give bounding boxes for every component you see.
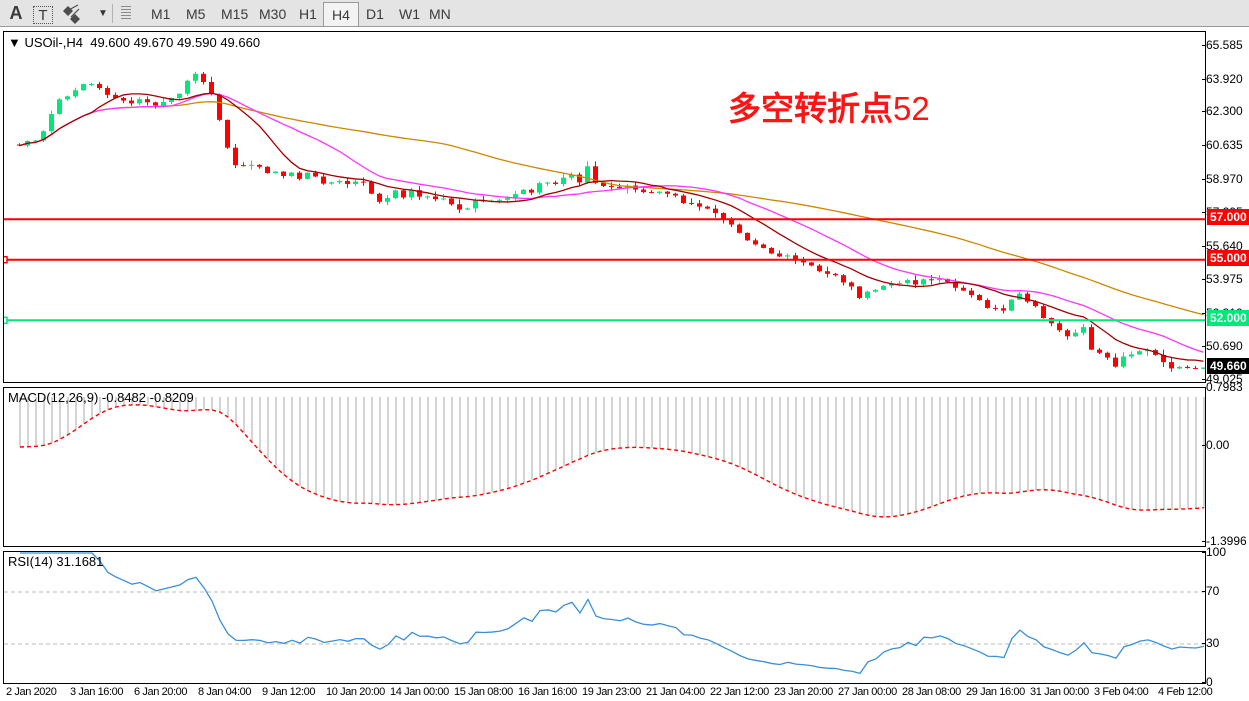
- svg-text:多空转折点52: 多空转折点52: [728, 90, 930, 127]
